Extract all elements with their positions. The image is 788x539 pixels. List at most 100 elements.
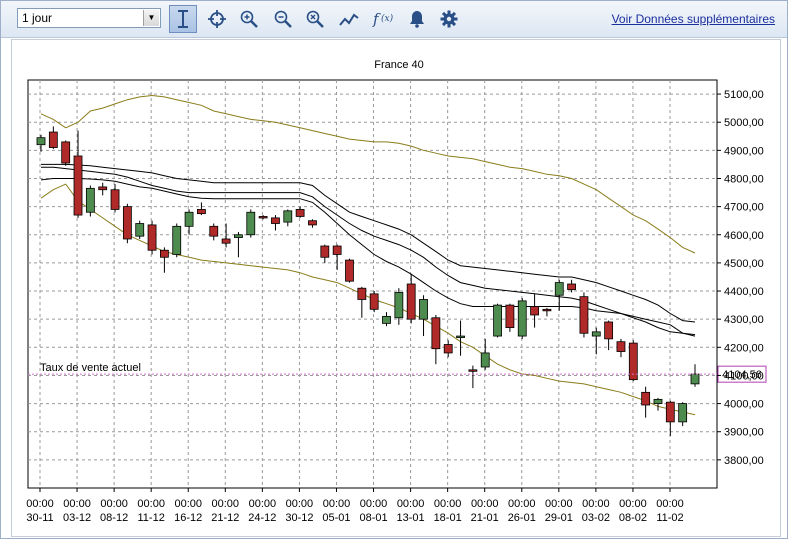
candle <box>579 292 589 338</box>
candle-body <box>320 245 330 258</box>
x-tick-label: 03-02 <box>582 512 610 524</box>
candle-body <box>406 283 416 320</box>
candle <box>135 220 145 239</box>
candle <box>221 223 231 248</box>
candle <box>628 340 638 382</box>
function-icon: f (x) <box>372 10 394 28</box>
alert-button[interactable] <box>403 5 431 33</box>
candle-body <box>73 155 83 216</box>
candle-body <box>542 308 552 312</box>
candle-body <box>419 299 428 320</box>
gear-icon <box>440 10 458 28</box>
candle <box>61 140 71 166</box>
y-tick-label: 3800,00 <box>724 455 764 467</box>
x-tick-label: 08-01 <box>359 512 387 524</box>
candle-body <box>357 287 367 300</box>
candle <box>172 223 182 258</box>
candle-body <box>468 369 478 372</box>
zoom-reset-icon <box>306 10 324 28</box>
x-tick-time: 00:00 <box>508 498 536 510</box>
candle <box>147 220 157 255</box>
x-tick-label: 18-01 <box>434 512 462 524</box>
candle <box>542 307 552 317</box>
candle-body <box>246 211 256 236</box>
chart-area: France 40 Taux de vente actuel 4104,56 38… <box>11 39 781 537</box>
y-tick-label: 5000,00 <box>724 117 764 129</box>
x-tick-time: 00:00 <box>397 498 425 510</box>
candle-body <box>678 403 688 423</box>
zoom-out-button[interactable] <box>269 5 297 33</box>
candle-body <box>431 317 441 350</box>
candle-body <box>443 344 453 354</box>
candle-body <box>369 293 379 310</box>
candle-body <box>258 216 268 219</box>
candle <box>468 365 478 389</box>
x-tick-label: 13-01 <box>397 512 425 524</box>
y-tick-label: 4600,00 <box>724 230 764 242</box>
candle <box>283 209 293 227</box>
candle-body <box>456 335 465 338</box>
x-tick-time: 00:00 <box>471 498 499 510</box>
x-tick-time: 00:00 <box>619 498 647 510</box>
cursor-icon <box>178 10 188 28</box>
candle-body <box>530 306 539 316</box>
zoom-reset-button[interactable] <box>301 5 329 33</box>
candle-body <box>122 206 132 240</box>
candle-body <box>641 391 651 406</box>
candle-body <box>147 224 157 251</box>
x-tick-time: 00:00 <box>323 498 351 510</box>
x-tick-time: 00:00 <box>26 498 54 510</box>
period-select[interactable]: 1 jour ▼ <box>17 8 161 28</box>
candle-body <box>85 187 95 213</box>
chevron-down-icon[interactable]: ▼ <box>143 10 159 26</box>
current-rate-line: Taux de vente actuel 4104,56 <box>28 362 767 383</box>
x-tick-label: 08-02 <box>619 512 647 524</box>
x-tick-time: 00:00 <box>545 498 573 510</box>
candle-body <box>653 398 663 404</box>
candle-body <box>628 342 638 381</box>
candle <box>122 203 132 244</box>
candle-body <box>48 131 58 148</box>
candle-body <box>283 210 293 223</box>
x-tick-time: 00:00 <box>212 498 240 510</box>
candle <box>258 215 268 220</box>
candle-body <box>197 209 206 215</box>
candle <box>357 286 367 318</box>
y-tick-label: 4900,00 <box>724 145 764 157</box>
candle-body <box>221 238 231 244</box>
y-tick-label: 3900,00 <box>724 427 764 439</box>
candle-body <box>382 315 391 324</box>
crosshair-tool-button[interactable] <box>203 5 231 33</box>
candle <box>591 327 601 355</box>
candle <box>517 298 527 339</box>
x-tick-label: 11-12 <box>138 512 165 524</box>
x-tick-label: 03-12 <box>63 512 91 524</box>
zoom-in-button[interactable] <box>235 5 263 33</box>
candle <box>665 400 675 436</box>
current-rate-badge <box>717 365 767 383</box>
indicators-button[interactable]: f (x) <box>369 5 399 33</box>
x-tick-label: 11-02 <box>656 512 683 524</box>
candle-body <box>493 304 502 337</box>
candle-body <box>332 245 342 255</box>
x-tick-time: 00:00 <box>656 498 684 510</box>
candle <box>197 202 206 216</box>
candle-body <box>579 296 589 334</box>
x-tick-label: 24-12 <box>248 512 276 524</box>
x-tick-time: 00:00 <box>174 498 202 510</box>
line-chart-button[interactable] <box>335 5 363 33</box>
candle-body <box>505 304 515 329</box>
candlestick-chart[interactable]: France 40 Taux de vente actuel 4104,56 38… <box>12 40 780 536</box>
candle-body <box>567 283 577 291</box>
candle-body <box>517 300 527 337</box>
toolbar: 1 jour ▼ f (x) Voir Données supp <box>1 1 787 38</box>
y-tick-label: 4500,00 <box>724 258 764 270</box>
candle <box>308 219 317 228</box>
settings-button[interactable] <box>435 5 463 33</box>
cursor-tool-button[interactable] <box>169 5 197 33</box>
more-data-link[interactable]: Voir Données supplémentaires <box>611 12 775 26</box>
crosshair-icon <box>208 10 226 28</box>
candle-body <box>690 373 700 385</box>
y-tick-label: 4700,00 <box>724 202 764 214</box>
x-tick-time: 00:00 <box>63 498 91 510</box>
